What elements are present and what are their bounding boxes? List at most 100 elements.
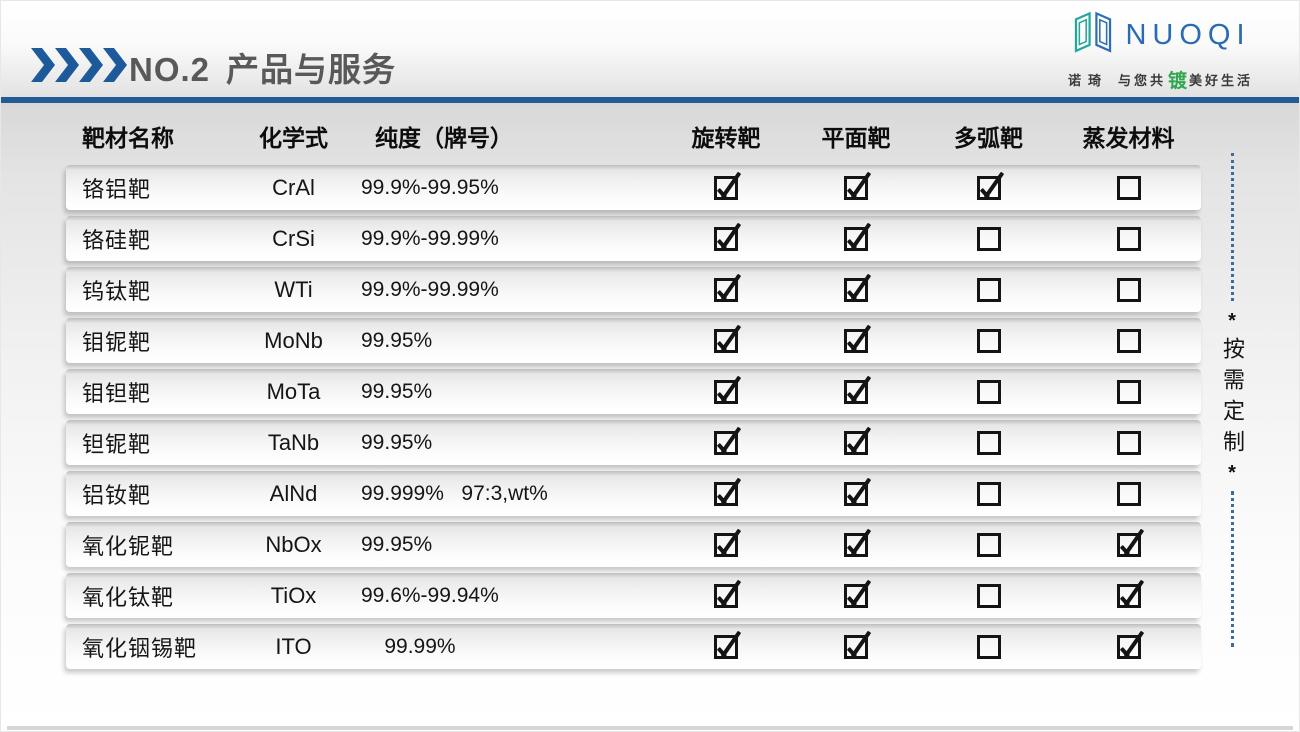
- chemical-formula: TaNb: [267, 429, 320, 455]
- slide-body: 靶材名称 化学式 纯度（牌号） 旋转靶 平面靶 多弧靶 蒸发材料 铬铝靶 CrA…: [1, 103, 1299, 729]
- table-row: 氧化钛靶 TiOx 99.6%-99.94%: [66, 573, 1201, 618]
- table-header-row: 靶材名称 化学式 纯度（牌号） 旋转靶 平面靶 多弧靶 蒸发材料: [66, 107, 1201, 165]
- product-table: 靶材名称 化学式 纯度（牌号） 旋转靶 平面靶 多弧靶 蒸发材料 铬铝靶 CrA…: [66, 107, 1201, 675]
- planar-checkbox[interactable]: [844, 175, 868, 200]
- material-name: 钽铌靶: [82, 431, 152, 457]
- multi-arc-checkbox[interactable]: [976, 226, 1001, 251]
- rotary-checkbox[interactable]: [714, 328, 738, 353]
- chevrons-right-icon: [31, 48, 127, 87]
- evaporation-checkbox[interactable]: [1116, 379, 1141, 404]
- multi-arc-checkbox[interactable]: [976, 277, 1001, 302]
- table-row: 铝钕靶 AlNd 99.999% 97:3,wt%: [66, 471, 1201, 516]
- purity-value: 99.95%: [361, 379, 433, 403]
- multi-arc-checkbox[interactable]: [976, 583, 1001, 608]
- material-name: 氧化铌靶: [82, 533, 175, 559]
- chemical-formula: WTi: [274, 276, 313, 302]
- purity-value: 99.95%: [361, 328, 433, 352]
- rotary-checkbox[interactable]: [714, 583, 738, 608]
- rotary-checkbox[interactable]: [714, 481, 738, 506]
- table-row: 氧化铌靶 NbOx 99.95%: [66, 522, 1201, 567]
- material-name: 钨钛靶: [82, 278, 152, 304]
- col-header-multi-arc: 多弧靶: [954, 125, 1023, 151]
- evaporation-checkbox[interactable]: [1116, 481, 1141, 506]
- multi-arc-checkbox[interactable]: [976, 328, 1001, 353]
- rotary-checkbox[interactable]: [714, 532, 738, 557]
- asterisk-bottom: *: [1228, 462, 1236, 484]
- tagline-highlight: 镀: [1167, 71, 1187, 92]
- chemical-formula: MoNb: [264, 327, 323, 353]
- col-header-formula: 化学式: [259, 125, 328, 151]
- planar-checkbox[interactable]: [844, 634, 868, 659]
- side-note: * 按需定制 *: [1219, 153, 1245, 647]
- slide-header: NO.2 产品与服务 NUOQI 诺琦 与您共 镀 美好生活: [1, 1, 1299, 97]
- table-row: 钼铌靶 MoNb 99.95%: [66, 318, 1201, 363]
- material-name: 铬硅靶: [82, 227, 152, 253]
- logo-tagline: 诺琦 与您共 镀 美好生活: [1068, 66, 1253, 93]
- page-title: NO.2 产品与服务: [129, 43, 396, 91]
- multi-arc-checkbox[interactable]: [976, 634, 1001, 659]
- rotary-checkbox[interactable]: [714, 430, 738, 455]
- chemical-formula: TiOx: [270, 582, 317, 608]
- rotary-checkbox[interactable]: [714, 226, 738, 251]
- col-header-evaporation: 蒸发材料: [1082, 125, 1175, 151]
- planar-checkbox[interactable]: [844, 328, 868, 353]
- side-note-text: 按需定制: [1220, 337, 1245, 461]
- table-row: 铬硅靶 CrSi 99.9%-99.99%: [66, 216, 1201, 261]
- tagline-pre: 与您共: [1117, 73, 1166, 88]
- evaporation-checkbox[interactable]: [1116, 328, 1141, 353]
- planar-checkbox[interactable]: [844, 226, 868, 251]
- slide-bottom-edge: [7, 726, 1293, 730]
- purity-value: 99.9%-99.95%: [361, 175, 499, 199]
- material-name: 铬铝靶: [82, 176, 152, 202]
- page-title-text: 产品与服务: [226, 51, 397, 88]
- logo-wordmark: NUOQI: [1125, 19, 1251, 51]
- purity-value: 99.9%-99.99%: [361, 277, 499, 301]
- chemical-formula: ITO: [275, 633, 312, 659]
- purity-value: 99.99%: [361, 634, 456, 658]
- purity-value: 99.95%: [361, 532, 433, 556]
- rotary-checkbox[interactable]: [714, 379, 738, 404]
- planar-checkbox[interactable]: [844, 430, 868, 455]
- col-header-rotary: 旋转靶: [691, 125, 761, 151]
- evaporation-checkbox[interactable]: [1116, 277, 1141, 302]
- company-logo: NUOQI 诺琦 与您共 镀 美好生活: [1068, 8, 1253, 93]
- purity-value: 99.9%-99.99%: [361, 226, 499, 250]
- table-row: 氧化铟锡靶 ITO 99.99%: [66, 624, 1201, 669]
- multi-arc-checkbox[interactable]: [976, 175, 1001, 200]
- table-row: 钼钽靶 MoTa 99.95%: [66, 369, 1201, 414]
- evaporation-checkbox[interactable]: [1116, 634, 1141, 659]
- col-header-planar: 平面靶: [821, 125, 891, 151]
- planar-checkbox[interactable]: [844, 379, 868, 404]
- planar-checkbox[interactable]: [844, 583, 868, 608]
- dotted-line-top: [1230, 153, 1234, 301]
- material-name: 钼铌靶: [82, 329, 152, 355]
- evaporation-checkbox[interactable]: [1116, 532, 1141, 557]
- material-name: 铝钕靶: [82, 482, 152, 508]
- multi-arc-checkbox[interactable]: [976, 430, 1001, 455]
- dotted-line-bottom: [1230, 491, 1234, 647]
- planar-checkbox[interactable]: [844, 532, 868, 557]
- multi-arc-checkbox[interactable]: [976, 532, 1001, 557]
- material-name: 氧化钛靶: [82, 584, 175, 610]
- purity-value: 99.6%-99.94%: [361, 583, 499, 607]
- purity-value: 99.999% 97:3,wt%: [361, 481, 548, 505]
- chemical-formula: CrAl: [272, 174, 315, 200]
- rotary-checkbox[interactable]: [714, 634, 738, 659]
- multi-arc-checkbox[interactable]: [976, 379, 1001, 404]
- tagline-brand: 诺琦: [1067, 73, 1108, 88]
- rotary-checkbox[interactable]: [714, 175, 738, 200]
- evaporation-checkbox[interactable]: [1116, 430, 1141, 455]
- col-header-material: 靶材名称: [82, 125, 174, 151]
- rotary-checkbox[interactable]: [714, 277, 738, 302]
- header-divider: [1, 97, 1299, 103]
- chemical-formula: NbOx: [265, 531, 322, 557]
- evaporation-checkbox[interactable]: [1116, 175, 1141, 200]
- col-header-purity: 纯度（牌号）: [375, 125, 513, 151]
- planar-checkbox[interactable]: [844, 481, 868, 506]
- planar-checkbox[interactable]: [844, 277, 868, 302]
- evaporation-checkbox[interactable]: [1116, 583, 1141, 608]
- evaporation-checkbox[interactable]: [1116, 226, 1141, 251]
- multi-arc-checkbox[interactable]: [976, 481, 1001, 506]
- chemical-formula: MoTa: [266, 378, 321, 404]
